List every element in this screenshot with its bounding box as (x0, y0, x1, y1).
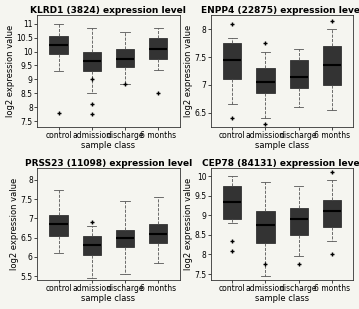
PathPatch shape (116, 49, 134, 67)
PathPatch shape (83, 236, 101, 255)
X-axis label: sample class: sample class (255, 141, 309, 150)
PathPatch shape (149, 224, 167, 243)
PathPatch shape (256, 68, 275, 93)
PathPatch shape (256, 211, 275, 243)
X-axis label: sample class: sample class (81, 141, 135, 150)
PathPatch shape (83, 52, 101, 71)
Y-axis label: log2 expression value: log2 expression value (5, 25, 15, 117)
X-axis label: sample class: sample class (255, 294, 309, 303)
PathPatch shape (116, 230, 134, 247)
X-axis label: sample class: sample class (81, 294, 135, 303)
Title: PRSS23 (11098) expression level: PRSS23 (11098) expression level (25, 159, 192, 168)
Y-axis label: log2 expression value: log2 expression value (184, 25, 193, 117)
PathPatch shape (223, 43, 241, 79)
PathPatch shape (323, 46, 341, 85)
PathPatch shape (323, 200, 341, 227)
PathPatch shape (149, 38, 167, 58)
Title: CEP78 (84131) expression level: CEP78 (84131) expression level (202, 159, 359, 168)
PathPatch shape (50, 214, 68, 236)
Y-axis label: log2 expression value: log2 expression value (184, 178, 193, 270)
PathPatch shape (289, 208, 308, 235)
Title: KLRD1 (3824) expression level: KLRD1 (3824) expression level (31, 6, 186, 15)
PathPatch shape (50, 36, 68, 54)
PathPatch shape (289, 60, 308, 88)
Y-axis label: log2 expression value: log2 expression value (10, 178, 19, 270)
Title: ENPP4 (22875) expression level: ENPP4 (22875) expression level (201, 6, 359, 15)
PathPatch shape (223, 186, 241, 219)
